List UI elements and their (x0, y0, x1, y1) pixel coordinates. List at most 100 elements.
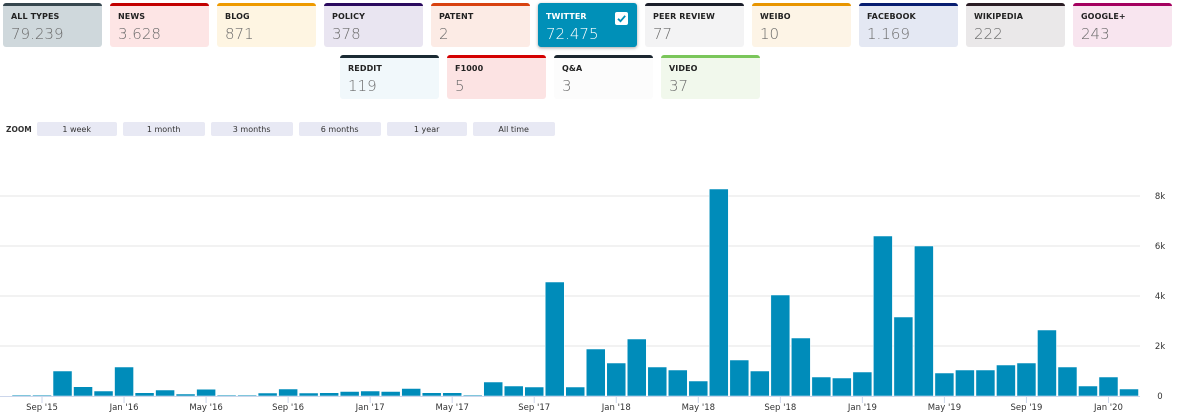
bar-feb-18[interactable] (627, 338, 647, 397)
bar-apr-18[interactable] (668, 369, 688, 397)
source-card-label: NEWS (118, 12, 146, 21)
bar-oct-18[interactable] (791, 337, 811, 397)
source-card-f1000[interactable]: F1000 5 (447, 55, 546, 99)
zoom-all-time-button[interactable]: All time (472, 122, 555, 136)
source-card-weibo[interactable]: WEIBO 10 (752, 3, 851, 47)
source-card-count: 378 (332, 25, 361, 43)
source-card-count: 243 (1081, 25, 1110, 43)
zoom-1-week-button[interactable]: 1 week (36, 122, 117, 136)
bar-aug-16[interactable] (257, 392, 278, 397)
bar-nov-19[interactable] (1057, 366, 1078, 397)
source-card-all-types[interactable]: ALL TYPES 79.239 (3, 3, 102, 47)
zoom-toolbar: ZOOM 1 week 1 month 3 months 6 months 1 … (6, 122, 561, 136)
source-card-count: 1.169 (867, 25, 910, 43)
bar-jun-17[interactable] (462, 394, 483, 397)
bar-feb-16[interactable] (134, 392, 155, 397)
zoom-1-month-button[interactable]: 1 month (122, 122, 205, 136)
bar-jan-18[interactable] (606, 362, 627, 397)
x-axis: Sep '15 Jan '16 May '16 Sep '16 Jan '17 May '… (0, 396, 1140, 413)
source-card-news[interactable]: NEWS 3.628 (110, 3, 209, 47)
source-card-q-a[interactable]: Q&A 3 (554, 55, 653, 99)
bar-sep-17[interactable] (524, 386, 544, 397)
source-card-policy[interactable]: POLICY 378 (324, 3, 423, 47)
bar-apr-16[interactable] (175, 393, 196, 397)
source-card-peer-review[interactable]: PEER REVIEW 77 (645, 3, 744, 47)
bar-apr-17[interactable] (421, 392, 442, 397)
bar-mar-16[interactable] (155, 389, 175, 397)
bar-may-18[interactable] (688, 380, 709, 397)
bar-jun-19[interactable] (955, 369, 975, 397)
source-card-label: BLOG (225, 12, 250, 21)
source-card-google[interactable]: GOOGLE+ 243 (1073, 3, 1172, 47)
x-tick-label: May '17 (435, 403, 468, 413)
source-card-facebook[interactable]: FACEBOOK 1.169 (859, 3, 958, 47)
x-tick-label: Jan '18 (601, 403, 631, 413)
bar-dec-15[interactable] (93, 390, 114, 397)
bar-jul-16[interactable] (237, 394, 257, 397)
zoom-1-year-button[interactable]: 1 year (386, 122, 467, 136)
bar-jan-19[interactable] (852, 371, 873, 397)
bar-sep-18[interactable] (770, 294, 791, 397)
source-card-twitter[interactable]: TWITTER 72.475 (538, 3, 637, 47)
bar-jan-20[interactable] (1098, 376, 1119, 397)
bar-oct-17[interactable] (544, 281, 565, 397)
zoom-label: ZOOM (6, 124, 32, 134)
bar-oct-16[interactable] (298, 392, 319, 397)
bar-aug-19[interactable] (996, 364, 1016, 397)
bar-feb-17[interactable] (380, 391, 401, 397)
bar-oct-19[interactable] (1037, 329, 1057, 397)
zoom-6-months-button[interactable]: 6 months (298, 122, 381, 136)
bar-mar-17[interactable] (401, 388, 421, 397)
bar-dec-17[interactable] (586, 348, 606, 397)
bar-jan-17[interactable] (360, 390, 380, 397)
x-tick-label: Sep '16 (272, 403, 304, 413)
bar-mar-19[interactable] (893, 316, 914, 397)
source-card-patent[interactable]: PATENT 2 (431, 3, 530, 47)
bar-dec-19[interactable] (1078, 385, 1098, 397)
checkbox-checked-icon[interactable] (615, 12, 628, 25)
bar-jul-17[interactable] (483, 381, 503, 397)
bar-mar-18[interactable] (647, 366, 668, 397)
bar-may-16[interactable] (196, 389, 216, 397)
y-tick-label: 2k (1155, 342, 1165, 352)
x-tick-label: Sep '17 (518, 403, 550, 413)
x-tick-label: Sep '15 (26, 403, 58, 413)
x-tick-label: Sep '19 (1011, 403, 1043, 413)
source-card-label: GOOGLE+ (1081, 12, 1126, 21)
bar-dec-18[interactable] (832, 377, 852, 397)
bar-aug-18[interactable] (750, 370, 770, 397)
bar-may-17[interactable] (442, 392, 462, 397)
zoom-3-months-button[interactable]: 3 months (210, 122, 293, 136)
bar-jun-18[interactable] (709, 188, 729, 397)
bar-may-19[interactable] (934, 372, 955, 397)
bar-apr-19[interactable] (914, 245, 934, 397)
bar-feb-20[interactable] (1119, 388, 1139, 397)
bar-feb-19[interactable] (873, 235, 893, 397)
bar-jul-19[interactable] (975, 369, 996, 397)
source-card-blog[interactable]: BLOG 871 (217, 3, 316, 47)
source-card-label: TWITTER (546, 12, 587, 21)
bar-nov-15[interactable] (73, 386, 93, 397)
source-card-count: 3 (562, 77, 572, 95)
bar-aug-15[interactable] (11, 394, 32, 397)
bar-jul-18[interactable] (729, 359, 750, 397)
source-card-reddit[interactable]: REDDIT 119 (340, 55, 439, 99)
bar-jun-16[interactable] (216, 394, 237, 397)
bar-aug-17[interactable] (503, 385, 524, 397)
bar-nov-17[interactable] (565, 386, 586, 397)
bar-nov-16[interactable] (319, 392, 339, 397)
bar-jan-16[interactable] (114, 366, 134, 397)
x-tick-label: May '16 (189, 403, 222, 413)
source-card-count: 871 (225, 25, 254, 43)
bar-dec-16[interactable] (339, 391, 360, 397)
source-card-video[interactable]: VIDEO 37 (661, 55, 760, 99)
bar-sep-19[interactable] (1016, 362, 1037, 397)
x-tick-label: Jan '19 (847, 403, 877, 413)
bar-sep-16[interactable] (278, 388, 298, 397)
source-card-wikipedia[interactable]: WIKIPEDIA 222 (966, 3, 1065, 47)
bar-sep-15[interactable] (32, 394, 52, 397)
bar-nov-18[interactable] (811, 376, 832, 397)
source-card-label: WIKIPEDIA (974, 12, 1024, 21)
bar-oct-15[interactable] (52, 370, 73, 397)
y-tick-label: 6k (1155, 242, 1165, 252)
